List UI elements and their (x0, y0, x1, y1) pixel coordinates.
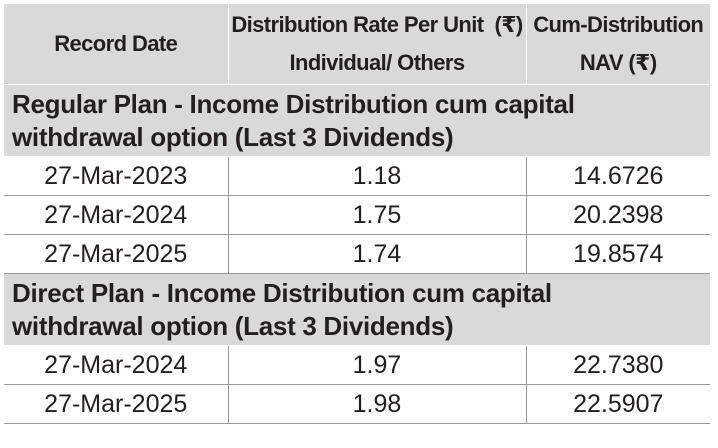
table-row: 27-Mar-2025 1.74 19.8574 (4, 234, 710, 274)
table-row: 27-Mar-2023 1.18 14.6726 (4, 156, 710, 196)
distribution-rate-cell: 1.75 (227, 195, 526, 235)
header-record-date-label: Record Date (54, 31, 178, 56)
header-nav-line2: NAV (₹) (579, 50, 657, 75)
record-date-cell: 27-Mar-2023 (4, 156, 228, 196)
nav-cell: 22.5907 (525, 384, 710, 424)
nav-cell: 19.8574 (525, 234, 710, 274)
nav-cell: 14.6726 (525, 156, 710, 196)
distribution-rate-cell: 1.97 (227, 345, 526, 385)
header-distribution-rate-line1: Distribution Rate Per Unit (₹) (231, 12, 523, 37)
distribution-rate-cell: 1.98 (227, 384, 526, 424)
header-cum-distribution-nav: Cum-Distribution NAV (₹) (525, 4, 710, 85)
section-title-line2: withdrawal option (Last 3 Dividends) (12, 122, 454, 152)
header-distribution-rate-line2: Individual/ Others (289, 50, 465, 75)
table-row: 27-Mar-2024 1.75 20.2398 (4, 195, 710, 235)
record-date-cell: 27-Mar-2024 (4, 345, 228, 385)
dividend-history-table: Record Date Distribution Rate Per Unit (… (4, 4, 710, 424)
record-date-cell: 27-Mar-2025 (4, 234, 228, 274)
section-title-line2: withdrawal option (Last 3 Dividends) (12, 311, 454, 341)
distribution-rate-cell: 1.74 (227, 234, 526, 274)
header-distribution-rate: Distribution Rate Per Unit (₹) Individua… (227, 4, 526, 85)
record-date-cell: 27-Mar-2025 (4, 384, 228, 424)
section-header-direct-plan: Direct Plan - Income Distribution cum ca… (4, 273, 710, 346)
nav-cell: 20.2398 (525, 195, 710, 235)
section-title-line1: Regular Plan - Income Distribution cum c… (12, 89, 575, 119)
header-record-date: Record Date (4, 4, 228, 85)
section-title-line1: Direct Plan - Income Distribution cum ca… (12, 278, 552, 308)
distribution-rate-cell: 1.18 (227, 156, 526, 196)
record-date-cell: 27-Mar-2024 (4, 195, 228, 235)
table-row: 27-Mar-2025 1.98 22.5907 (4, 384, 710, 424)
header-nav-line1: Cum-Distribution (533, 12, 704, 37)
section-title-regular-plan: Regular Plan - Income Distribution cum c… (4, 84, 710, 157)
nav-cell: 22.7380 (525, 345, 710, 385)
section-header-regular-plan: Regular Plan - Income Distribution cum c… (4, 84, 710, 157)
table-row: 27-Mar-2024 1.97 22.7380 (4, 345, 710, 385)
table-header-row: Record Date Distribution Rate Per Unit (… (4, 4, 710, 85)
section-title-direct-plan: Direct Plan - Income Distribution cum ca… (4, 273, 710, 346)
